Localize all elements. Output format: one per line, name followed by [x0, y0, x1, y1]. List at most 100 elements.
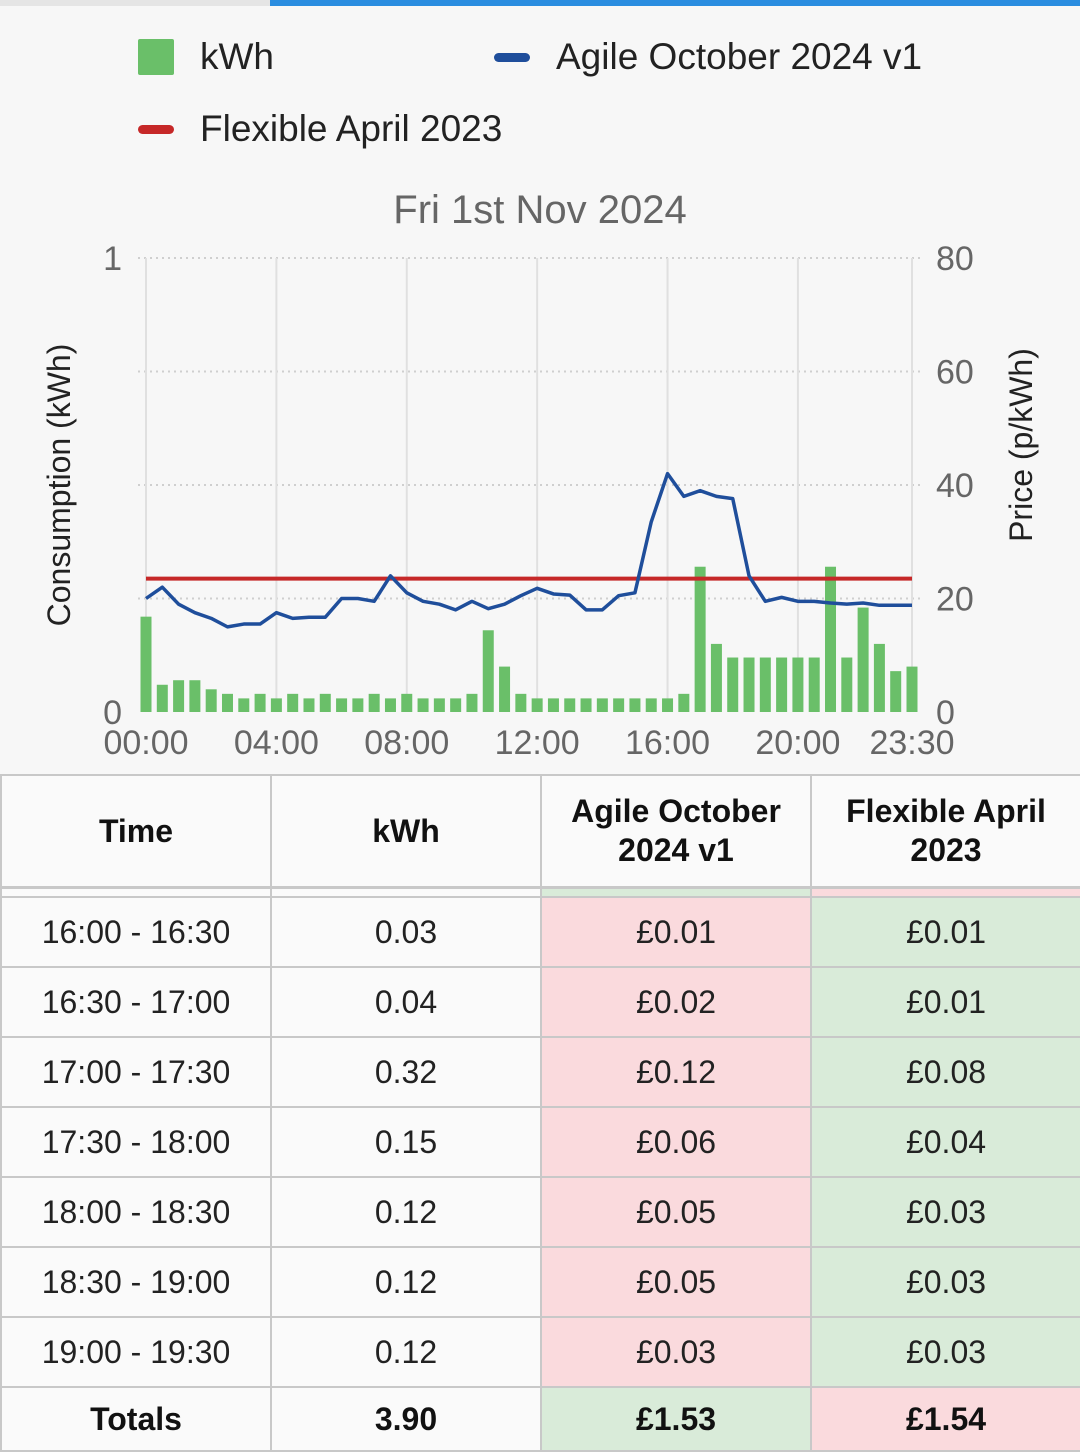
kwh-bar	[841, 657, 853, 712]
kwh-bar	[515, 693, 527, 712]
legend-kwh[interactable]: kWh	[138, 36, 274, 78]
totals-flexible: £1.54	[810, 1386, 1080, 1452]
header-agile[interactable]: Agile October 2024 v1	[540, 774, 812, 889]
kwh-cell: 0.12	[270, 1176, 542, 1248]
active-tab-indicator	[270, 0, 1080, 6]
kwh-bar	[906, 666, 918, 712]
x-tick-label: 08:00	[364, 724, 449, 762]
kwh-bar	[140, 616, 152, 712]
kwh-swatch-icon	[138, 39, 174, 75]
legend-agile-label: Agile October 2024 v1	[556, 36, 923, 77]
flexible-cost-cell: £0.01	[810, 966, 1080, 1038]
time-cell: 18:30 - 19:00	[0, 1246, 272, 1318]
kwh-bar	[156, 684, 168, 712]
agile-price-line	[144, 471, 912, 629]
time-cell: 18:00 - 18:30	[0, 1176, 272, 1248]
spacer-cell	[270, 886, 542, 898]
kwh-bar	[580, 698, 592, 712]
time-cell: 17:30 - 18:00	[0, 1106, 272, 1178]
y-right-tick-label: 60	[936, 354, 974, 392]
kwh-bar	[189, 680, 201, 712]
flexible-cost-cell: £0.04	[810, 1106, 1080, 1178]
kwh-cell: 0.12	[270, 1316, 542, 1388]
kwh-bar	[531, 698, 543, 712]
spacer-cell	[810, 886, 1080, 898]
top-tab-indicator	[0, 0, 1080, 6]
kwh-bar	[270, 698, 282, 712]
flexible-swatch-icon	[138, 124, 174, 134]
kwh-bar	[401, 693, 413, 712]
kwh-bar	[417, 698, 429, 712]
agile-cost-cell: £0.02	[540, 966, 812, 1038]
table-row: 19:00 - 19:30 0.12 £0.03 £0.03	[0, 1316, 1080, 1388]
kwh-bar	[433, 698, 445, 712]
kwh-cell: 0.03	[270, 896, 542, 968]
spacer-cell	[540, 886, 812, 898]
kwh-bar	[808, 657, 820, 712]
agile-swatch-icon	[494, 52, 530, 62]
kwh-bar	[547, 698, 559, 712]
kwh-bar	[759, 657, 771, 712]
usage-table: Time kWh Agile October 2024 v1 Flexible …	[0, 774, 1080, 1452]
flexible-cost-cell: £0.03	[810, 1246, 1080, 1318]
legend-kwh-label: kWh	[200, 36, 274, 77]
agile-cost-cell: £0.05	[540, 1176, 812, 1248]
header-agile-label: Agile October 2024 v1	[571, 793, 781, 868]
header-flexible-label: Flexible April 2023	[846, 793, 1046, 868]
kwh-bar	[303, 698, 315, 712]
totals-label: Totals	[0, 1386, 272, 1452]
kwh-bar	[205, 689, 217, 712]
kwh-bar	[173, 680, 185, 712]
kwh-bar	[694, 566, 706, 712]
kwh-bar	[254, 693, 266, 712]
table-row: 17:30 - 18:00 0.15 £0.06 £0.04	[0, 1106, 1080, 1178]
flexible-cost-cell: £0.03	[810, 1316, 1080, 1388]
x-tick-label: 16:00	[625, 724, 710, 762]
x-tick-label: 00:00	[103, 724, 188, 762]
kwh-bar	[499, 666, 511, 712]
consumption-price-chart: 0 20 40 60 80 00:00 04:00 08:00 12:00 16:00 20:00 2…	[41, 240, 1039, 762]
header-kwh[interactable]: kWh	[270, 774, 542, 889]
kwh-bar	[287, 693, 299, 712]
kwh-cell: 0.04	[270, 966, 542, 1038]
kwh-bar	[450, 698, 462, 712]
y-right-tick-label: 40	[936, 467, 974, 505]
flexible-cost-cell: £0.03	[810, 1176, 1080, 1248]
flexible-cost-cell: £0.01	[810, 896, 1080, 968]
kwh-bar	[613, 698, 625, 712]
table-row: 16:00 - 16:30 0.03 £0.01 £0.01	[0, 896, 1080, 968]
kwh-bar	[645, 698, 657, 712]
table-row: 16:30 - 17:00 0.04 £0.02 £0.01	[0, 966, 1080, 1038]
header-flexible[interactable]: Flexible April 2023	[810, 774, 1080, 889]
kwh-bar	[792, 657, 804, 712]
totals-kwh: 3.90	[270, 1386, 542, 1452]
y-right-tick-label: 80	[936, 240, 974, 278]
kwh-bar	[662, 698, 674, 712]
legend-agile[interactable]: Agile October 2024 v1	[494, 36, 922, 78]
kwh-cell: 0.32	[270, 1036, 542, 1108]
agile-cost-cell: £0.12	[540, 1036, 812, 1108]
legend-flexible-label: Flexible April 2023	[200, 108, 503, 149]
y-right-axis-title: Price (p/kWh)	[1003, 348, 1039, 542]
kwh-bar	[319, 693, 331, 712]
spacer-cell	[0, 886, 272, 898]
time-cell: 17:00 - 17:30	[0, 1036, 272, 1108]
kwh-bar	[336, 698, 348, 712]
kwh-cell: 0.15	[270, 1106, 542, 1178]
kwh-bar	[352, 698, 364, 712]
kwh-bar	[873, 643, 885, 712]
y-left-tick-label: 0	[103, 694, 122, 732]
kwh-bar	[466, 693, 478, 712]
legend-flexible[interactable]: Flexible April 2023	[138, 108, 502, 150]
agile-cost-cell: £0.05	[540, 1246, 812, 1318]
totals-agile: £1.53	[540, 1386, 812, 1452]
table-row: 17:00 - 17:30 0.32 £0.12 £0.08	[0, 1036, 1080, 1108]
header-time[interactable]: Time	[0, 774, 272, 889]
kwh-bar	[596, 698, 608, 712]
kwh-bar	[564, 698, 576, 712]
y-right-tick-label: 20	[936, 581, 974, 619]
kwh-bar	[629, 698, 641, 712]
totals-row: Totals 3.90 £1.53 £1.54	[0, 1386, 1080, 1452]
y-right-tick-label: 0	[936, 694, 955, 732]
kwh-bar	[221, 693, 233, 712]
